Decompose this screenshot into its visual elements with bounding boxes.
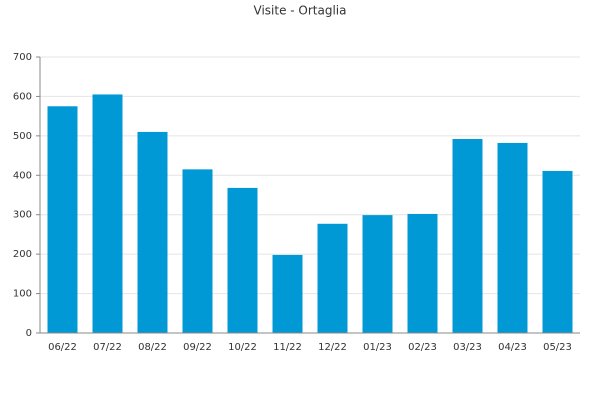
x-tick-label: 09/22 xyxy=(183,342,212,353)
y-tick-label: 0 xyxy=(26,328,32,339)
y-tick-label: 700 xyxy=(13,52,32,63)
bar xyxy=(182,169,213,333)
x-tick-label: 04/23 xyxy=(498,342,527,353)
bar xyxy=(317,223,348,333)
y-tick-label: 100 xyxy=(13,289,32,300)
x-tick-label: 11/22 xyxy=(273,342,302,353)
bar xyxy=(542,170,573,333)
x-tick-label: 10/22 xyxy=(228,342,257,353)
x-tick-label: 05/23 xyxy=(543,342,572,353)
chart-title: Visite - Ortaglia xyxy=(254,4,347,18)
y-tick-label: 200 xyxy=(13,249,32,260)
bar xyxy=(272,254,303,333)
bar xyxy=(452,139,483,333)
x-tick-label: 01/23 xyxy=(363,342,392,353)
y-tick-label: 400 xyxy=(13,170,32,181)
x-tick-label: 07/22 xyxy=(93,342,122,353)
x-tick-label: 02/23 xyxy=(408,342,437,353)
bar xyxy=(47,106,78,334)
y-tick-label: 300 xyxy=(13,210,32,221)
bar xyxy=(407,213,438,333)
x-tick-label: 12/22 xyxy=(318,342,347,353)
bar xyxy=(497,142,528,333)
y-tick-label: 600 xyxy=(13,91,32,102)
bar xyxy=(227,187,258,333)
bar xyxy=(92,94,123,333)
x-tick-label: 03/23 xyxy=(453,342,482,353)
x-tick-label: 06/22 xyxy=(48,342,77,353)
bar xyxy=(137,131,168,333)
x-tick-label: 08/22 xyxy=(138,342,167,353)
y-tick-label: 500 xyxy=(13,131,32,142)
bar xyxy=(362,215,393,333)
